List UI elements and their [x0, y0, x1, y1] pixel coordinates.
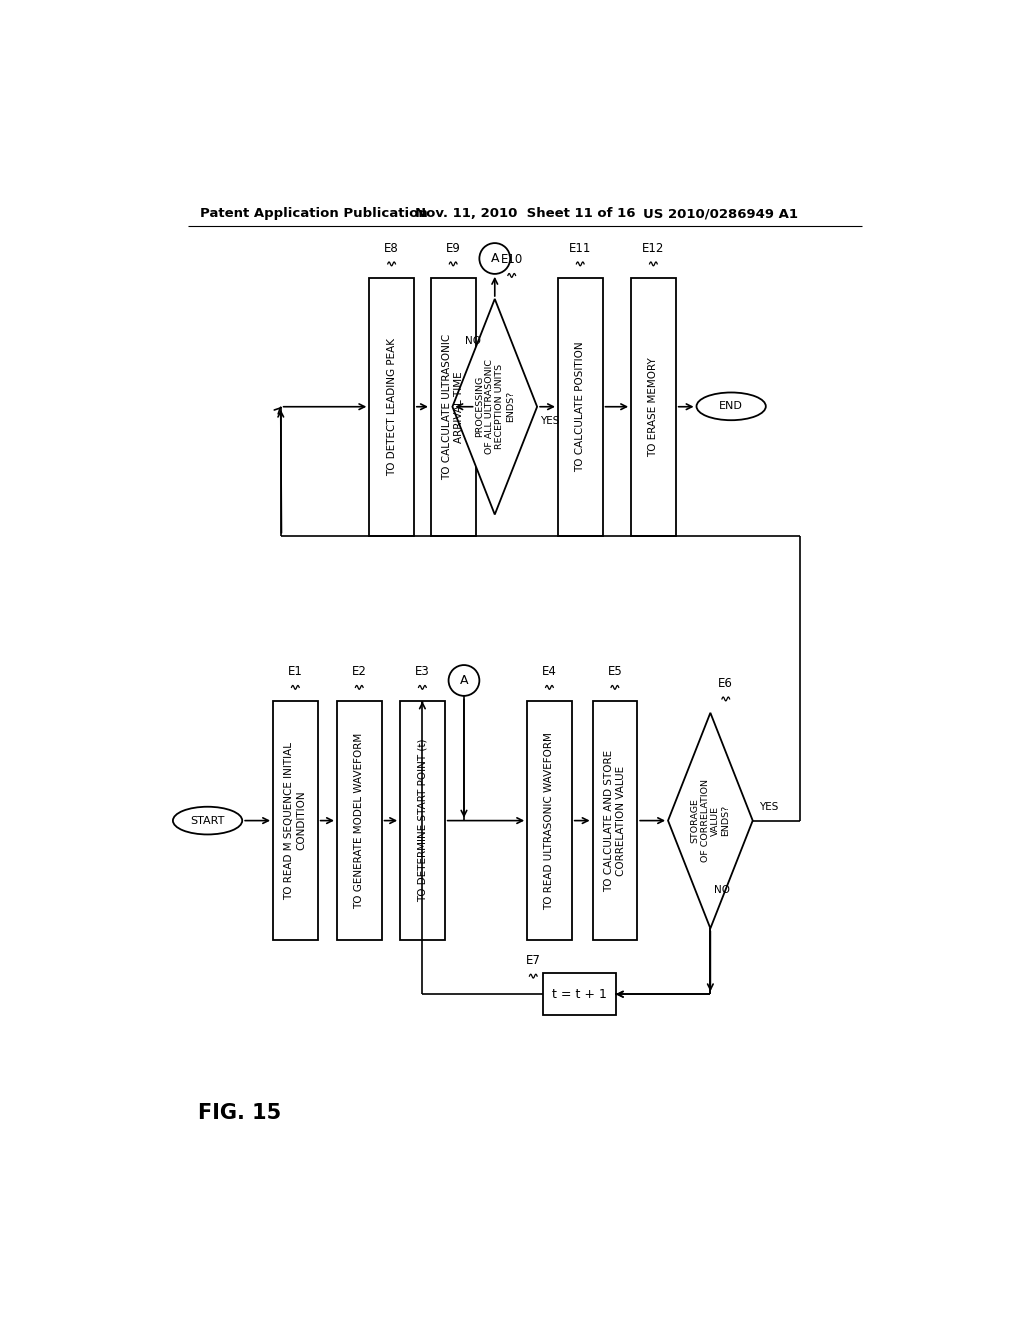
Bar — [370, 277, 414, 536]
Text: E9: E9 — [445, 242, 461, 255]
Text: END: END — [719, 401, 743, 412]
Text: A: A — [490, 252, 499, 265]
Text: TO CALCULATE POSITION: TO CALCULATE POSITION — [575, 342, 586, 473]
Text: YES: YES — [541, 416, 559, 425]
Polygon shape — [453, 298, 538, 515]
Text: E4: E4 — [542, 665, 557, 678]
Text: TO CALCULATE AND STORE
CORRELATION VALUE: TO CALCULATE AND STORE CORRELATION VALUE — [604, 750, 626, 892]
Text: E8: E8 — [384, 242, 399, 255]
Text: TO READ M SEQUENCE INITIAL
CONDITION: TO READ M SEQUENCE INITIAL CONDITION — [285, 742, 306, 900]
Bar — [273, 701, 317, 940]
Text: E7: E7 — [526, 954, 541, 966]
Text: NO: NO — [714, 884, 730, 895]
Text: TO DETECT LEADING PEAK: TO DETECT LEADING PEAK — [387, 338, 396, 475]
Text: t = t + 1: t = t + 1 — [552, 987, 606, 1001]
Ellipse shape — [696, 392, 766, 420]
Text: TO DETERMINE START POINT (t): TO DETERMINE START POINT (t) — [418, 739, 427, 903]
Circle shape — [479, 243, 510, 275]
Bar — [631, 277, 676, 536]
Bar — [593, 701, 637, 940]
Text: E1: E1 — [288, 665, 303, 678]
Text: A: A — [460, 675, 468, 686]
Text: TO ERASE MEMORY: TO ERASE MEMORY — [648, 356, 658, 457]
Text: PROCESSING
OF ALL ULTRASONIC
RECEPTION UNITS
ENDS?: PROCESSING OF ALL ULTRASONIC RECEPTION U… — [475, 359, 515, 454]
Text: E3: E3 — [415, 665, 430, 678]
Text: TO GENERATE MODEL WAVEFORM: TO GENERATE MODEL WAVEFORM — [354, 733, 365, 908]
Ellipse shape — [173, 807, 243, 834]
Bar — [431, 277, 475, 536]
Polygon shape — [668, 713, 753, 928]
Circle shape — [449, 665, 479, 696]
Text: E6: E6 — [718, 677, 733, 689]
Text: TO READ ULTRASONIC WAVEFORM: TO READ ULTRASONIC WAVEFORM — [545, 731, 554, 909]
Text: FIG. 15: FIG. 15 — [199, 1104, 282, 1123]
Text: US 2010/0286949 A1: US 2010/0286949 A1 — [643, 207, 798, 220]
Bar — [337, 701, 382, 940]
Text: E5: E5 — [607, 665, 623, 678]
Text: Nov. 11, 2010  Sheet 11 of 16: Nov. 11, 2010 Sheet 11 of 16 — [416, 207, 636, 220]
Bar — [400, 701, 444, 940]
Text: TO CALCULATE ULTRASONIC
ARRIVAL TIME: TO CALCULATE ULTRASONIC ARRIVAL TIME — [442, 334, 464, 480]
Bar — [558, 277, 602, 536]
Text: STORAGE
OF CORRELATION
VALUE
ENDS?: STORAGE OF CORRELATION VALUE ENDS? — [690, 779, 730, 862]
Text: YES: YES — [759, 801, 778, 812]
Text: E2: E2 — [352, 665, 367, 678]
Text: E12: E12 — [642, 242, 665, 255]
Bar — [527, 701, 571, 940]
Text: E10: E10 — [501, 253, 523, 267]
Text: E11: E11 — [569, 242, 592, 255]
Text: Patent Application Publication: Patent Application Publication — [200, 207, 428, 220]
Text: NO: NO — [465, 337, 481, 346]
Bar — [543, 973, 615, 1015]
Text: START: START — [190, 816, 224, 825]
